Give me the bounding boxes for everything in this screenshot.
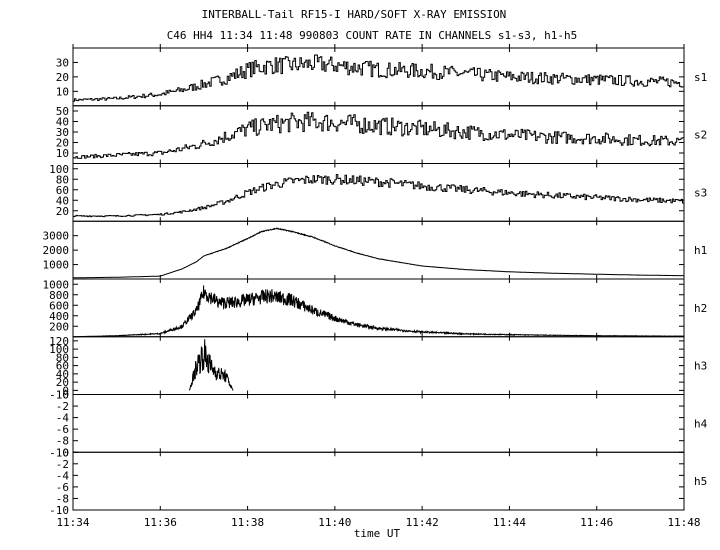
panel-frame-s3 [72, 163, 685, 222]
series-line-s2 [73, 111, 685, 159]
x-tick-label: 11:34 [56, 516, 89, 529]
panel-frame-h1 [72, 220, 685, 280]
y-tick-label-h4: -4 [56, 412, 70, 425]
y-tick-label-s3: 20 [56, 205, 69, 218]
y-tick-label-h2: 200 [49, 320, 69, 333]
y-tick-label-h3: -10 [49, 389, 69, 402]
y-tick-label-h3: 80 [56, 351, 69, 364]
y-tick-label-h5: -8 [56, 492, 69, 505]
y-tick-label-s3: 100 [49, 163, 69, 176]
y-tick-label-h2: 800 [49, 289, 69, 302]
y-tick-label-h3: 40 [56, 368, 69, 381]
y-tick-label-h1: 2000 [43, 244, 70, 257]
y-tick-label-s2: 30 [56, 126, 69, 139]
y-tick-label-h2: 600 [49, 299, 69, 312]
y-tick-label-s2: 40 [56, 116, 69, 129]
y-tick-label-h2: 1000 [43, 278, 70, 291]
y-tick-label-s2: 20 [56, 137, 69, 150]
channel-label-h3: h3 [694, 360, 707, 373]
channel-label-h2: h2 [694, 302, 707, 315]
y-tick-label-h4: 0 [62, 389, 69, 402]
y-tick-label-s2: 50 [56, 105, 69, 118]
series-line-h3 [188, 339, 234, 391]
panels: 102030s11020304050s220406080100s31000200… [43, 47, 708, 517]
channel-label-h4: h4 [694, 417, 708, 430]
y-tick-label-s3: 40 [56, 194, 69, 207]
y-tick-label-h1: 3000 [43, 230, 70, 243]
y-tick-label-h3: 60 [56, 360, 69, 373]
x-axis-ticks: 11:34 11:36 11:38 11:40 11:42 11:44 11:46 11:48 [56, 44, 701, 529]
y-tick-label-h3: 120 [49, 335, 69, 348]
y-tick-label-s1: 30 [56, 56, 69, 69]
y-tick-label-h5: -2 [56, 458, 69, 471]
x-tick-label: 11:46 [580, 516, 613, 529]
channel-label-s3: s3 [694, 186, 707, 199]
chart-title: INTERBALL-Tail RF15-I HARD/SOFT X-RAY EM… [202, 8, 507, 21]
panel-frame-s2 [72, 105, 685, 164]
channel-label-s2: s2 [694, 129, 707, 142]
panel-frame-h4 [72, 394, 685, 453]
y-tick-label-h5: -6 [56, 481, 69, 494]
y-tick-label-h3: 100 [49, 343, 69, 356]
y-tick-label-h4: -2 [56, 400, 69, 413]
x-axis-label: time UT [354, 527, 401, 540]
x-tick-label: 11:44 [493, 516, 526, 529]
panel-frame-h3 [72, 336, 685, 395]
y-tick-label-s2: 10 [56, 147, 69, 160]
series-line-h1 [73, 227, 684, 279]
series-line-s1 [73, 54, 685, 102]
y-tick-label-h1: 1000 [43, 259, 70, 272]
x-tick-label: 11:36 [144, 516, 177, 529]
y-tick-label-h5: -4 [56, 469, 70, 482]
y-tick-label-s1: 20 [56, 71, 69, 84]
y-tick-label-h3: 20 [56, 376, 69, 389]
y-tick-label-h5: -10 [49, 504, 69, 517]
y-tick-label-s1: 10 [56, 85, 69, 98]
y-tick-label-h5: 0 [62, 446, 69, 459]
chart-subtitle: C46 HH4 11:34 11:48 990803 COUNT RATE IN… [167, 29, 578, 42]
channel-label-h1: h1 [694, 244, 707, 257]
y-tick-label-h4: -10 [49, 446, 69, 459]
y-tick-label-h3: 0 [62, 384, 69, 397]
y-tick-label-h4: -6 [56, 423, 69, 436]
x-tick-label: 11:38 [231, 516, 264, 529]
y-tick-label-h2: 400 [49, 310, 69, 323]
channel-label-s1: s1 [694, 71, 707, 84]
series-line-s3 [73, 174, 685, 218]
series-line-h2 [72, 285, 685, 338]
channel-label-h5: h5 [694, 475, 707, 488]
panel-frame-h5 [72, 451, 685, 511]
y-tick-label-h4: -8 [56, 435, 69, 448]
y-tick-label-s3: 60 [56, 184, 69, 197]
x-tick-label: 11:42 [406, 516, 439, 529]
x-tick-label: 11:48 [667, 516, 700, 529]
y-tick-label-s3: 80 [56, 173, 69, 186]
x-tick-label: 11:40 [318, 516, 351, 529]
